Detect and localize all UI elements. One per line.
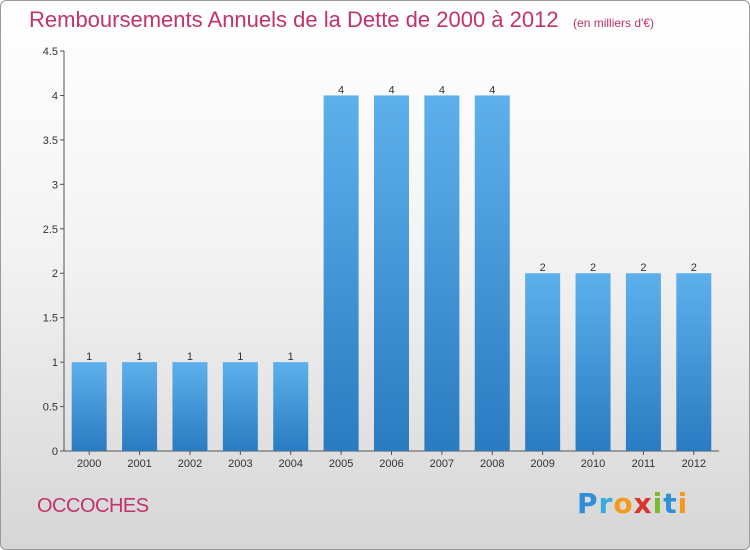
commune-name: OCCOCHES [37,495,149,517]
y-tick-label: 1.5 [43,313,58,325]
data-label: 4 [489,84,495,96]
bar-2011[interactable] [625,273,661,451]
y-tick-label: 4 [52,90,58,102]
x-tick-label: 2007 [430,458,454,470]
data-label: 2 [691,262,697,274]
x-tick-label: 2001 [127,458,151,470]
x-tick-label: 2006 [379,458,403,470]
data-label: 4 [439,84,445,96]
proxiti-logo[interactable]: Proxiti [577,487,689,520]
bar-2000[interactable] [71,362,107,451]
x-tick-label: 2010 [581,458,605,470]
bar-2012[interactable] [676,273,712,451]
data-label: 4 [338,84,344,96]
x-tick-label: 2008 [480,458,504,470]
data-label: 2 [590,262,596,274]
bar-2002[interactable] [172,362,208,451]
x-axis: 2000 2001 2002 2003 2004 2005 2006 2007 2008 2009… [64,450,719,470]
y-axis: 0 0.5 1 1.5 2 2.5 3 3.5 4 4.5 [43,46,65,458]
bar-2004[interactable] [273,362,309,451]
x-tick-label: 2004 [278,458,302,470]
data-label: 1 [288,351,294,363]
data-label: 1 [237,351,243,363]
y-tick-label: 2.5 [43,224,58,236]
x-tick-label: 2009 [530,458,554,470]
data-label: 2 [540,262,546,274]
data-label: 2 [640,262,646,274]
y-tick-label: 3 [52,179,58,191]
data-labels: 1 1 1 1 1 4 4 4 4 2 2 2 2 [86,84,697,363]
bars [71,95,712,451]
y-tick-label: 3.5 [43,135,58,147]
x-tick-label: 2003 [228,458,252,470]
bar-2005[interactable] [323,95,359,451]
bar-2001[interactable] [122,362,158,451]
bar-2007[interactable] [424,95,460,451]
bar-2008[interactable] [474,95,510,451]
data-label: 1 [187,351,193,363]
chart-title: Remboursements Annuels de la Dette de 20… [29,7,559,32]
y-tick-label: 1 [52,357,58,369]
title-row: Remboursements Annuels de la Dette de 20… [29,7,654,33]
data-label: 1 [137,351,143,363]
y-tick-label: 4.5 [43,46,58,58]
data-label: 4 [388,84,394,96]
bar-2009[interactable] [525,273,561,451]
y-tick-label: 2 [52,268,58,280]
bar-2003[interactable] [222,362,258,451]
y-tick-label: 0.5 [43,402,58,414]
x-tick-label: 2012 [682,458,706,470]
y-tick-label: 0 [52,446,58,458]
x-tick-label: 2005 [329,458,353,470]
bar-2010[interactable] [575,273,611,451]
chart-unit-note: (en milliers d'€) [573,16,655,30]
data-label: 1 [86,351,92,363]
x-tick-label: 2000 [77,458,101,470]
x-tick-label: 2002 [178,458,202,470]
x-tick-label: 2011 [632,458,656,470]
bar-2006[interactable] [374,95,409,451]
